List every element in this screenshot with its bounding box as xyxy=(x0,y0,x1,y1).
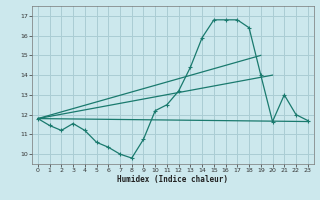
X-axis label: Humidex (Indice chaleur): Humidex (Indice chaleur) xyxy=(117,175,228,184)
